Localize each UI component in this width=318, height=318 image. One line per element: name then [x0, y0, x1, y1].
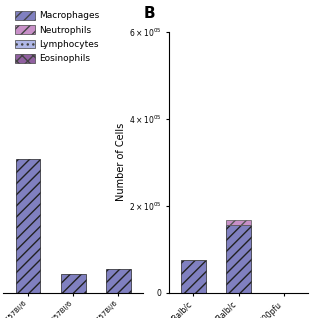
- Bar: [106, 269, 131, 293]
- Text: B: B: [143, 6, 155, 21]
- Bar: [181, 260, 206, 293]
- Bar: [226, 225, 251, 293]
- Legend: Macrophages, Neutrophils, Lymphocytes, Eosinophils: Macrophages, Neutrophils, Lymphocytes, E…: [15, 11, 99, 63]
- Bar: [226, 219, 251, 225]
- Y-axis label: Number of Cells: Number of Cells: [116, 123, 126, 201]
- Bar: [16, 159, 40, 293]
- Bar: [61, 273, 86, 293]
